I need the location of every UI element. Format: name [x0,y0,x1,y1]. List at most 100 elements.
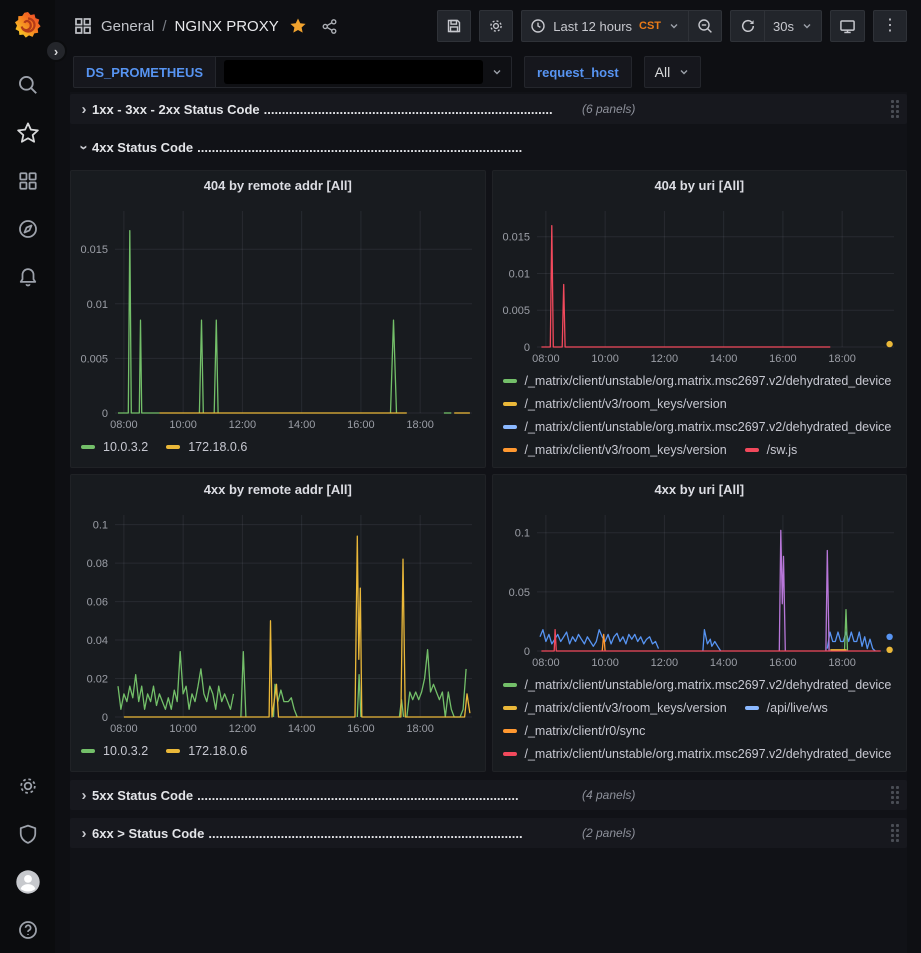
panel-title[interactable]: 404 by uri [All] [654,178,745,193]
panel-title[interactable]: 4xx by remote addr [All] [203,482,352,497]
row-dots: ........................................… [197,787,519,803]
dashboard-submenu: DS_PROMETHEUS request_host All [55,52,921,92]
legend-item[interactable]: 172.18.0.6 [166,440,247,454]
row-4xx-status-code[interactable]: › 4xx Status Code ......................… [70,132,907,162]
row-panel-count: (2 panels) [582,826,636,840]
legend-row: /_matrix/client/unstable/org.matrix.msc2… [502,369,901,392]
row-title: 4xx Status Code [92,139,194,155]
page-title: NGINX PROXY [174,17,279,35]
sidebar-item-search[interactable] [8,68,48,102]
svg-text:18:00: 18:00 [828,657,856,669]
chevron-down-icon: › [75,144,93,150]
request-host-variable-select[interactable]: All [643,56,702,88]
dashboard-toolbar: Last 12 hours CST [437,10,907,42]
row-leader: 5xx Status Code ........................… [92,788,568,803]
row-6xx-status-code[interactable]: › 6xx > Status Code ....................… [70,818,907,848]
legend-label: /_matrix/client/v3/room_keys/version [524,396,727,411]
row-title: 6xx > Status Code [92,825,205,841]
help-icon [17,919,39,941]
legend-item[interactable]: /api/live/ws [744,700,828,715]
legend-item[interactable]: 172.18.0.6 [166,744,247,758]
legend-item[interactable]: /_matrix/client/unstable/org.matrix.msc2… [502,419,892,434]
clock-icon [530,18,546,34]
legend-label: /_matrix/client/unstable/org.matrix.msc2… [524,419,892,434]
svg-text:10:00: 10:00 [591,353,619,365]
legend-item[interactable]: /_matrix/client/v3/room_keys/version [502,701,727,715]
time-range-label: Last 12 hours [553,18,633,34]
explore-compass-icon [17,218,39,240]
legend-label: 172.18.0.6 [188,439,248,454]
chart-404-by-uri[interactable]: 08:00 10:00 12:00 14:00 16:00 18:00 0 0.005 0.01… [493,201,904,367]
request-host-value: All [654,64,671,80]
time-range-picker[interactable]: Last 12 hours CST [521,10,689,42]
request-host-variable-label[interactable]: request_host [524,56,632,88]
sidebar-item-starred[interactable] [8,116,48,150]
redacted-value [224,60,484,84]
legend-label: 10.0.3.2 [103,439,149,454]
legend-label: /_matrix/client/unstable/org.matrix.msc2… [524,373,892,388]
legend-item[interactable]: /_matrix/client/v3/room_keys/version [502,396,727,411]
chevron-right-icon: › [81,824,87,842]
legend-swatch [744,447,759,452]
panel-4xx-by-uri: 4xx by uri [All] 08:00 10:00 12:00 14:00 16:… [491,474,907,772]
legend-item[interactable]: 10.0.3.2 [81,440,148,454]
breadcrumb: General / NGINX PROXY [73,16,338,36]
cycle-view-mode-button[interactable] [830,10,865,42]
legend-item[interactable]: /_matrix/client/v3/room_keys/version [502,443,727,457]
share-icon[interactable] [321,18,338,35]
chevron-right-icon: › [81,100,87,118]
shield-icon [17,823,39,845]
refresh-interval-picker[interactable]: 30s [764,10,822,42]
sidebar-item-profile[interactable] [8,865,48,899]
row-1xx-3xx-2xx[interactable]: › 1xx - 3xx - 2xx Status Code ..........… [70,94,907,124]
sidebar-item-explore[interactable] [8,212,48,246]
breadcrumb-folder[interactable]: General [101,17,155,35]
svg-text:10:00: 10:00 [169,419,197,431]
sidebar-item-configuration[interactable] [8,769,48,803]
datasource-variable-label[interactable]: DS_PROMETHEUS [73,56,217,88]
sidebar-item-dashboards[interactable] [8,164,48,198]
row-leader: 6xx > Status Code ......................… [92,826,568,841]
chart-wrap: 08:00 10:00 12:00 14:00 16:00 18:00 0 0.005 0.01… [71,201,485,433]
chart-404-by-remote-addr[interactable]: 08:00 10:00 12:00 14:00 16:00 18:00 0 0.005 0.01… [71,201,482,433]
row-drag-handle[interactable] [891,100,899,118]
legend-item[interactable]: /_matrix/client/r0/sync [502,724,645,738]
datasource-variable-select[interactable] [216,56,513,88]
dashboard-settings-button[interactable] [479,10,514,42]
kebab-menu-button[interactable]: ⋮ [873,10,907,42]
legend-label: /api/live/ws [766,700,828,715]
panel-title[interactable]: 4xx by uri [All] [654,482,745,497]
sidebar-item-help[interactable] [8,913,48,947]
legend-item[interactable]: /_matrix/client/unstable/org.matrix.msc2… [502,678,891,692]
legend-swatch [81,444,95,449]
gear-icon [17,775,39,797]
legend-item[interactable]: /_matrix/client/unstable/org.matrix.msc2… [502,747,891,761]
legend-swatch [502,682,517,687]
row-5xx-status-code[interactable]: › 5xx Status Code ......................… [70,780,907,810]
tv-icon [839,18,856,35]
sidebar-item-alerting[interactable] [8,260,48,294]
legend-item[interactable]: /sw.js [744,443,797,457]
chart-4xx-by-remote-addr[interactable]: 08:00 10:00 12:00 14:00 16:00 18:00 0 0.02 0.04 0… [71,505,482,737]
svg-text:12:00: 12:00 [229,419,257,431]
legend-swatch [81,748,95,753]
legend-item[interactable]: /_matrix/client/unstable/org.matrix.msc2… [502,373,892,388]
legend-label: 10.0.3.2 [103,743,149,758]
save-dashboard-button[interactable] [437,10,472,42]
chart-wrap: 08:00 10:00 12:00 14:00 16:00 18:00 0 0.05 0.1 [493,505,907,671]
row-drag-handle[interactable] [891,824,899,842]
chart-4xx-by-uri[interactable]: 08:00 10:00 12:00 14:00 16:00 18:00 0 0.05 0.1 [493,505,904,671]
legend-item[interactable]: 10.0.3.2 [81,744,148,758]
svg-text:18:00: 18:00 [828,353,856,365]
row-drag-handle[interactable] [891,786,899,804]
panel-title[interactable]: 404 by remote addr [All] [203,178,352,193]
sidebar-item-server-admin[interactable] [8,817,48,851]
legend-row: /_matrix/client/unstable/org.matrix.msc2… [502,673,901,696]
refresh-button[interactable] [730,10,765,42]
legend-swatch [502,447,517,452]
favorite-star-icon[interactable] [289,17,307,35]
zoom-out-time-button[interactable] [688,10,723,42]
grafana-logo[interactable] [11,8,45,42]
panel-4xx-by-remote-addr: 4xx by remote addr [All] 08:00 10:00 12:00… [70,474,486,772]
sidebar-expand-button[interactable]: › [45,40,67,62]
